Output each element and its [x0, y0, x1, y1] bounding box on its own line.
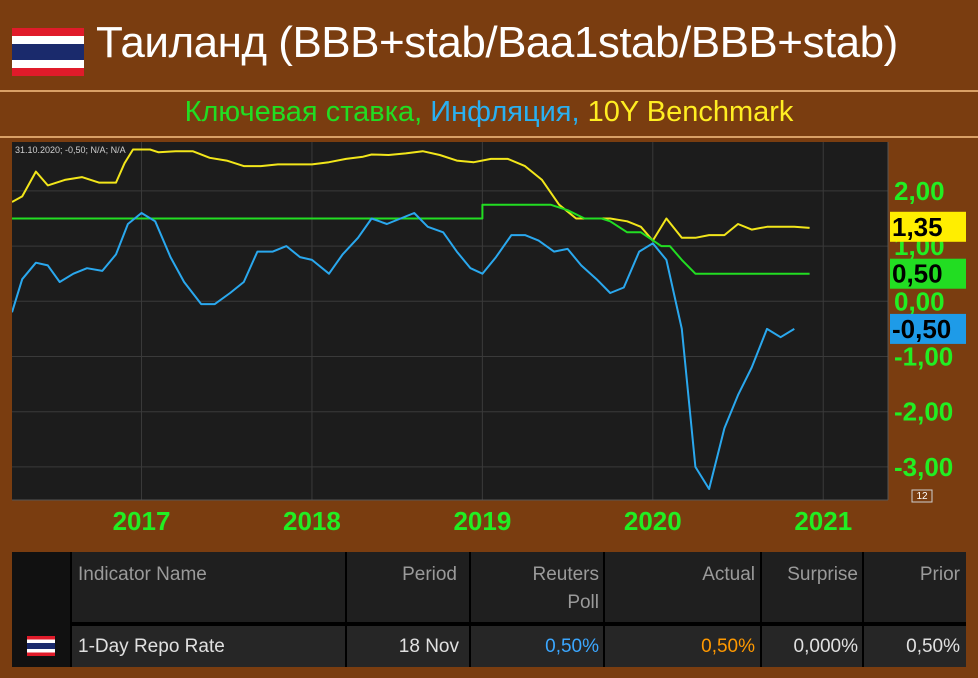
table-header-cell — [762, 552, 862, 622]
table-cell — [72, 626, 345, 667]
chart-panel: 2017 2018 2019 2020 2021 2,00 1,00 0,00 -1,00 -2,… — [11, 142, 966, 538]
indicator-table: Indicator Name Period Reuters Poll Actua… — [12, 552, 966, 667]
header-indicator-name: Indicator Name — [78, 564, 207, 585]
y-tick-label: -2,00 — [894, 397, 953, 427]
header-reuters: Reuters — [532, 564, 599, 585]
header-actual: Actual — [702, 564, 755, 585]
header-poll: Poll — [567, 592, 599, 613]
line-chart: 2017 2018 2019 2020 20212,001,000,00-1,00-2,… — [11, 142, 966, 538]
divider — [0, 90, 978, 92]
table-cell — [605, 626, 760, 667]
table-cell — [864, 626, 966, 667]
corner-label: 12 — [916, 491, 928, 502]
corner-box — [911, 489, 933, 503]
table-header-cell — [72, 552, 345, 622]
header-surprise: Surprise — [787, 564, 858, 585]
series-line-1 — [12, 203, 810, 275]
table-header-cell — [471, 552, 603, 622]
thailand-flag-icon — [27, 636, 55, 656]
x-axis-strip — [12, 500, 888, 538]
subtitle-key-rate: Ключевая ставка, — [184, 96, 431, 128]
plot-area — [12, 142, 888, 500]
value-badge — [890, 258, 966, 289]
divider — [0, 136, 978, 138]
row-reuters-poll: 0,50% — [545, 636, 599, 657]
header-period: Period — [402, 564, 457, 585]
subtitle-benchmark: 10Y Benchmark — [587, 96, 794, 128]
subtitle-inflation: Инфляция, — [430, 96, 588, 128]
series-line-0 — [11, 148, 810, 242]
table-header-cell — [864, 552, 966, 622]
thailand-flag-icon — [12, 28, 84, 76]
tooltip-text: 31.10.2020; -0,50; N/A; N/A — [15, 145, 126, 155]
table-cell — [762, 626, 862, 667]
row-prior: 0,50% — [906, 636, 960, 657]
table-cell — [347, 626, 469, 667]
table-header-cell — [605, 552, 760, 622]
header: Таиланд (BBB+stab/Baa1stab/BBB+stab) — [0, 0, 978, 90]
row-surprise: 0,000% — [793, 636, 858, 657]
x-tick-label: 2017 — [113, 506, 171, 536]
y-tick-label: -3,00 — [894, 452, 953, 482]
y-tick-label: 2,00 — [894, 176, 945, 206]
table-cell — [471, 626, 603, 667]
value-badge-label: -0,50 — [892, 314, 951, 344]
table-header-cell — [347, 552, 469, 622]
y-tick-label: -1,00 — [894, 341, 953, 371]
value-badge — [890, 313, 966, 344]
series-line-2 — [11, 212, 795, 490]
y-tick-label: 0,00 — [894, 286, 945, 316]
x-tick-label: 2021 — [794, 506, 852, 536]
value-badge-label: 0,50 — [892, 259, 943, 289]
x-tick-label: 2019 — [453, 506, 511, 536]
header-prior: Prior — [919, 564, 960, 585]
row-period: 18 Nov — [398, 636, 459, 657]
row-indicator[interactable]: 1-Day Repo Rate — [78, 636, 225, 657]
value-badge — [890, 211, 966, 242]
x-tick-label: 2018 — [283, 506, 341, 536]
page-title: Таиланд (BBB+stab/Baa1stab/BBB+stab) — [96, 18, 898, 67]
row-actual: 0,50% — [701, 636, 755, 657]
value-badge-label: 1,35 — [892, 212, 943, 242]
x-tick-label: 2020 — [624, 506, 682, 536]
chart-subtitle: Ключевая ставка, Инфляция, 10Y Benchmark — [0, 96, 978, 129]
